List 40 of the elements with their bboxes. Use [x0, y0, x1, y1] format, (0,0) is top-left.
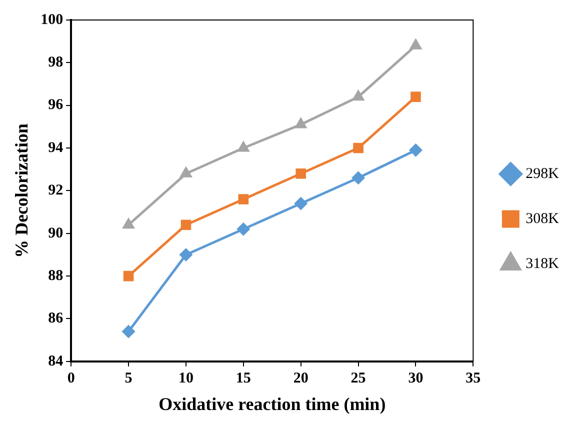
x-tick-label: 30 [408, 370, 424, 386]
y-tick-label: 86 [48, 310, 64, 327]
point [294, 197, 308, 210]
x-axis-title: Oxidative reaction time (min) [158, 394, 386, 414]
point [122, 325, 135, 338]
x-tick-label: 0 [67, 370, 75, 386]
x-tick-label: 35 [466, 370, 481, 386]
x-tick-label: 10 [178, 370, 194, 386]
x-tick-label: 25 [350, 370, 366, 386]
x-tick-label: 15 [236, 370, 251, 386]
point [295, 118, 306, 128]
point [123, 270, 134, 282]
point [296, 168, 306, 179]
point [409, 144, 422, 156]
point [352, 172, 365, 184]
y-tick-label: 100 [40, 12, 64, 28]
y-axis-title: % Decolorization [11, 123, 32, 258]
legend-label: 318K [526, 256, 560, 272]
y-tick-label: 90 [48, 225, 64, 242]
x-tick-label: 20 [293, 370, 308, 386]
point [237, 222, 250, 236]
y-tick-label: 98 [48, 54, 64, 71]
legend-label: 308K [526, 210, 560, 227]
x-tick-label: 5 [124, 370, 132, 386]
point [352, 90, 364, 101]
point [122, 218, 134, 229]
y-tick-label: 84 [48, 353, 64, 370]
y-tick-label: 88 [48, 268, 64, 284]
point [180, 248, 192, 261]
point [238, 142, 249, 152]
y-tick-label: 94 [48, 140, 64, 156]
point [410, 39, 422, 50]
y-tick-label: 96 [48, 97, 64, 114]
point [238, 194, 249, 204]
point [180, 220, 192, 230]
y-tick-label: 92 [48, 182, 64, 199]
point [180, 167, 192, 178]
point [353, 142, 364, 154]
legend-label: 298K [526, 166, 560, 182]
point [410, 92, 421, 102]
